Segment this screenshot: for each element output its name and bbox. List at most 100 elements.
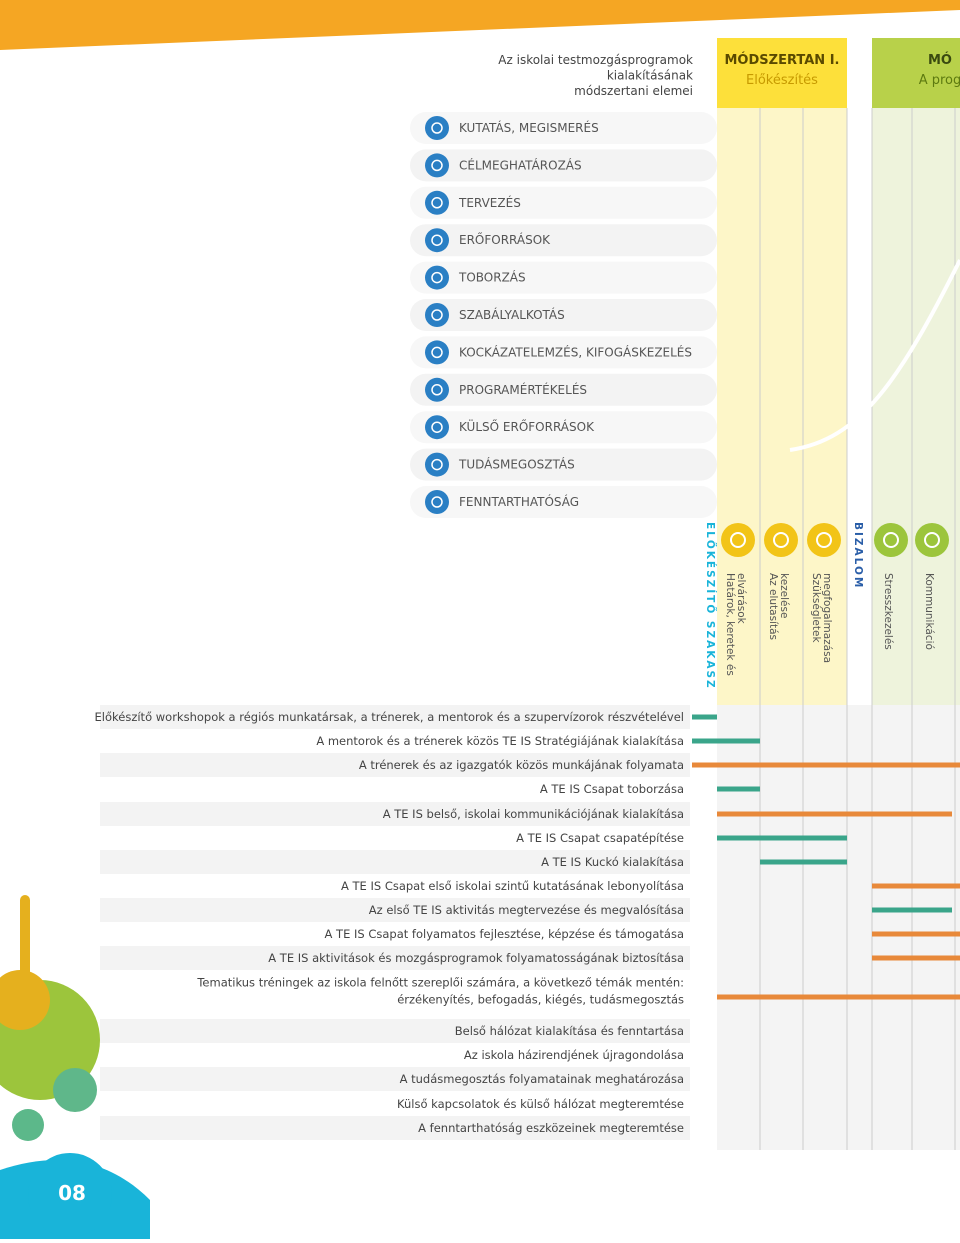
element-label: KUTATÁS, MEGISMERÉS: [459, 120, 599, 135]
element-label: TOBORZÁS: [458, 270, 526, 285]
element-row: [410, 261, 717, 294]
method-subtitle: A prog: [919, 73, 960, 88]
header-title: módszertani elemei: [574, 84, 693, 98]
grid-area: [717, 705, 960, 1150]
task-label: Belső hálózat kialakítása és fenntartása: [455, 1024, 684, 1038]
column-icon: [874, 523, 908, 557]
element-row: [410, 373, 717, 406]
element-icon-mark: [431, 496, 443, 508]
element-icon: [425, 415, 449, 440]
task-row: [100, 922, 690, 946]
column-icon-mark: [816, 532, 832, 548]
column-lines: [759, 108, 956, 1150]
element-icon-mark: [431, 309, 443, 321]
green-column: [872, 108, 960, 705]
element-label: PROGRAMÉRTÉKELÉS: [459, 382, 587, 397]
element-icon-mark: [431, 346, 443, 359]
task-label: Az iskola házirendjének újragondolása: [464, 1048, 684, 1062]
header-title: kialakításának: [607, 69, 693, 83]
element-icon: [425, 190, 449, 215]
task-row: [100, 874, 690, 898]
task-row: [100, 826, 690, 850]
task-bar: [872, 883, 960, 889]
task-row: [100, 946, 690, 970]
element-row: [410, 299, 717, 331]
task-label: Tematikus tréningek az iskola felnőtt sz…: [196, 976, 684, 990]
phase-label: BIZALOM: [852, 522, 864, 589]
task-row: [100, 1067, 690, 1091]
task-row: [100, 970, 690, 1012]
yellow-column: [717, 108, 847, 705]
task-label: A mentorok és a trénerek közös TE IS Str…: [316, 734, 684, 748]
column-label: Határok, keretek és: [724, 573, 736, 676]
task-bar: [692, 714, 717, 720]
element-icon: [425, 153, 449, 178]
element-label: SZABÁLYALKOTÁS: [459, 307, 565, 322]
task-label: A TE IS Csapat csapatépítése: [516, 831, 684, 845]
element-icon-mark: [431, 122, 443, 134]
column-icon-mark: [730, 532, 746, 548]
element-row: [410, 186, 717, 219]
task-row: [100, 1043, 690, 1067]
task-bar: [717, 786, 760, 792]
task-label: A trénerek és az igazgatók közös munkájá…: [359, 758, 684, 772]
column-label: Az elutasítás: [767, 573, 779, 640]
task-bar: [692, 762, 960, 768]
task-label: érzékenyítés, befogadás, kiégés, tudásme…: [397, 993, 684, 1007]
task-row: [100, 1116, 690, 1140]
element-label: FENNTARTHATÓSÁG: [459, 494, 579, 509]
element-icon: [425, 452, 449, 477]
method-subtitle: Előkészítés: [746, 73, 818, 88]
element-icon: [425, 116, 449, 140]
task-row: [100, 753, 690, 777]
column-icon-mark: [883, 532, 899, 548]
phase-label: ELŐKÉSZÍTŐ SZAKASZ: [704, 522, 718, 690]
task-bar: [760, 859, 847, 865]
task-label: A TE IS aktivitások és mozgásprogramok f…: [268, 951, 684, 965]
element-row: [410, 411, 717, 444]
task-bar: [872, 931, 960, 937]
task-label: A fenntarthatóság eszközeinek megteremté…: [418, 1121, 684, 1135]
task-label: Külső kapcsolatok és külső hálózat megte…: [397, 1097, 684, 1111]
element-icon: [425, 490, 449, 514]
element-icon-mark: [431, 421, 443, 433]
element-row: [410, 448, 717, 481]
task-row: [100, 705, 690, 729]
column-label: elvárások: [735, 573, 747, 625]
method-box: [717, 38, 847, 108]
paint-splash: [0, 895, 150, 1239]
task-bar: [717, 835, 847, 841]
element-label: ERŐFORRÁSOK: [459, 232, 551, 247]
task-bar: [717, 994, 960, 1000]
task-row: [100, 1019, 690, 1043]
element-icon: [425, 377, 449, 402]
element-label: KOCKÁZATELEMZÉS, KIFOGÁSKEZELÉS: [459, 344, 692, 359]
column-label: megfogalmazása: [821, 573, 833, 663]
column-label: Stresszkezelés: [882, 573, 894, 650]
element-row: [410, 224, 717, 257]
element-label: TUDÁSMEGOSZTÁS: [458, 457, 575, 472]
element-label: KÜLSŐ ERŐFORRÁSOK: [459, 418, 595, 434]
element-icon-mark: [431, 384, 443, 396]
column-icon-mark: [773, 532, 789, 548]
top-band: [0, 0, 960, 50]
task-bar: [872, 955, 960, 961]
column-icon: [807, 523, 841, 557]
task-row: [100, 898, 690, 922]
element-label: TERVEZÉS: [458, 195, 521, 210]
task-bar: [872, 907, 952, 913]
task-bar: [717, 811, 952, 817]
element-icon: [425, 303, 449, 327]
task-row: [100, 1092, 690, 1116]
column-icon-mark: [924, 532, 940, 548]
task-label: A tudásmegosztás folyamatainak meghatáro…: [400, 1072, 684, 1086]
element-icon: [425, 340, 449, 365]
task-label: A TE IS Kuckó kialakítása: [541, 855, 684, 869]
curve: [789, 259, 960, 452]
element-icon-mark: [431, 197, 443, 209]
element-row: [410, 149, 717, 182]
header-title: Az iskolai testmozgásprogramok: [498, 53, 693, 67]
element-icon: [425, 228, 449, 253]
element-icon-mark: [431, 271, 443, 284]
column-icon: [764, 523, 798, 557]
